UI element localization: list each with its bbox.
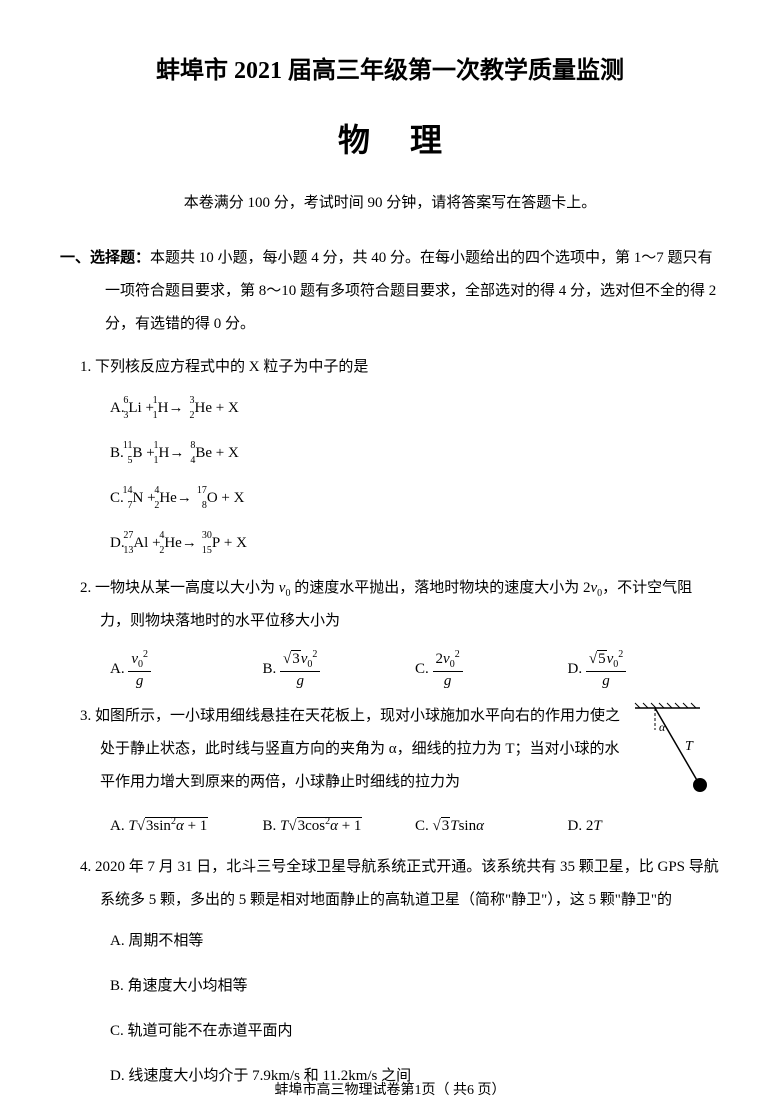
q4-text: 4. 2020 年 7 月 31 日，北斗三号全球卫星导航系统正式开通。该系统共…: [80, 851, 720, 917]
q3-options: A. T√3sin2α + 1 B. T√3cos2α + 1 C. √3Tsi…: [80, 810, 720, 843]
section-label: 一、选择题：: [60, 250, 150, 266]
q2-option-d: D. √5v02g: [568, 648, 721, 692]
q3-text: 3. 如图所示，一小球用细线悬挂在天花板上，现对小球施加水平向右的作用力使之处于…: [80, 700, 620, 799]
svg-text:T: T: [685, 739, 694, 754]
svg-text:α: α: [659, 720, 666, 734]
question-1: 1. 下列核反应方程式中的 X 粒子为中子的是 A. 63Li + 11H→32…: [60, 351, 720, 560]
q4-option-b: B. 角速度大小均相等: [110, 970, 720, 1003]
q1-option-c: C. 147N + 42He→178O + X: [110, 482, 720, 515]
q2-option-b: B. √3v02g: [263, 648, 416, 692]
q2-option-c: C. 2v02g: [415, 648, 568, 692]
q1-options: A. 63Li + 11H→32He + X B. 115B + 11H→84B…: [80, 392, 720, 560]
q1-text: 1. 下列核反应方程式中的 X 粒子为中子的是: [80, 351, 720, 384]
exam-title: 蚌埠市 2021 届高三年级第一次教学质量监测: [60, 50, 720, 85]
q4-options: A. 周期不相等 B. 角速度大小均相等 C. 轨道可能不在赤道平面内 D. 线…: [80, 925, 720, 1093]
subject-title: 物理: [60, 115, 720, 161]
q1-option-d: D. 2713Al + 42He→3015P + X: [110, 527, 720, 560]
q4-option-c: C. 轨道可能不在赤道平面内: [110, 1015, 720, 1048]
q4-option-a: A. 周期不相等: [110, 925, 720, 958]
q3-option-c: C. √3Tsinα: [415, 810, 568, 843]
question-4: 4. 2020 年 7 月 31 日，北斗三号全球卫星导航系统正式开通。该系统共…: [60, 851, 720, 1093]
question-3: 3. 如图所示，一小球用细线悬挂在天花板上，现对小球施加水平向右的作用力使之处于…: [60, 700, 720, 843]
q1-option-a: A. 63Li + 11H→32He + X: [110, 392, 720, 425]
section-header: 一、选择题：本题共 10 小题，每小题 4 分，共 40 分。在每小题给出的四个…: [60, 242, 720, 341]
q2-option-a: A. v02g: [110, 648, 263, 692]
page-footer: 蚌埠市高三物理试卷第1页（ 共6 页）: [0, 1079, 780, 1099]
q3-option-d: D. 2T: [568, 810, 721, 843]
q2-options: A. v02g B. √3v02g C. 2v02g D. √5v02g: [80, 648, 720, 692]
q1-option-b: B. 115B + 11H→84Be + X: [110, 437, 720, 470]
q3-option-b: B. T√3cos2α + 1: [263, 810, 416, 843]
question-2: 2. 一物块从某一高度以大小为 v0 的速度水平抛出，落地时物块的速度大小为 2…: [60, 572, 720, 692]
exam-instruction: 本卷满分 100 分，考试时间 90 分钟，请将答案写在答题卡上。: [60, 191, 720, 212]
q2-text: 2. 一物块从某一高度以大小为 v0 的速度水平抛出，落地时物块的速度大小为 2…: [80, 572, 720, 638]
q3-option-a: A. T√3sin2α + 1: [110, 810, 263, 843]
pendulum-diagram: α T: [630, 700, 720, 800]
section-description: 本题共 10 小题，每小题 4 分，共 40 分。在每小题给出的四个选项中，第 …: [105, 250, 716, 332]
